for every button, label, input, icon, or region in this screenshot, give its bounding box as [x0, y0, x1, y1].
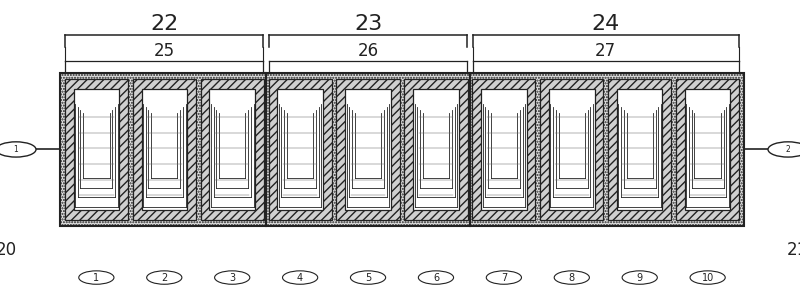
Bar	[346, 89, 390, 210]
Circle shape	[486, 271, 522, 284]
Text: 21: 21	[787, 241, 800, 259]
Text: 9: 9	[637, 273, 642, 282]
Bar	[65, 79, 128, 220]
Text: 7: 7	[501, 273, 507, 282]
Bar	[676, 79, 739, 220]
Text: 1: 1	[94, 273, 99, 282]
Bar	[210, 89, 255, 210]
Bar	[549, 89, 594, 210]
Bar	[540, 79, 603, 220]
Bar	[201, 79, 264, 220]
Bar	[60, 73, 744, 226]
Bar	[617, 89, 662, 210]
Bar	[278, 89, 323, 210]
Circle shape	[350, 271, 386, 284]
Circle shape	[146, 271, 182, 284]
Bar	[337, 79, 400, 220]
Text: 20: 20	[0, 241, 17, 259]
Bar	[74, 89, 119, 210]
Text: 5: 5	[365, 273, 371, 282]
Bar	[404, 79, 467, 220]
Text: 27: 27	[595, 42, 616, 60]
Circle shape	[690, 271, 726, 284]
Bar	[269, 79, 332, 220]
Text: 26: 26	[358, 42, 378, 60]
Text: 8: 8	[569, 273, 575, 282]
Text: 24: 24	[592, 13, 620, 34]
Bar	[685, 89, 730, 210]
Circle shape	[214, 271, 250, 284]
Text: 23: 23	[354, 13, 382, 34]
Text: 22: 22	[150, 13, 178, 34]
Bar	[481, 89, 526, 210]
Circle shape	[554, 271, 590, 284]
Bar	[60, 73, 744, 226]
Text: 4: 4	[297, 273, 303, 282]
Circle shape	[0, 142, 36, 157]
Text: 10: 10	[702, 273, 714, 282]
Bar	[133, 79, 196, 220]
Text: 1: 1	[14, 145, 18, 154]
Bar	[414, 89, 458, 210]
Bar	[142, 89, 187, 210]
Circle shape	[78, 271, 114, 284]
Text: 2: 2	[786, 145, 790, 154]
Text: 3: 3	[229, 273, 235, 282]
Bar	[608, 79, 671, 220]
Circle shape	[768, 142, 800, 157]
Circle shape	[622, 271, 658, 284]
Bar	[472, 79, 535, 220]
Text: 2: 2	[161, 273, 167, 282]
Text: 25: 25	[154, 42, 175, 60]
Text: 6: 6	[433, 273, 439, 282]
Circle shape	[282, 271, 318, 284]
Circle shape	[418, 271, 454, 284]
